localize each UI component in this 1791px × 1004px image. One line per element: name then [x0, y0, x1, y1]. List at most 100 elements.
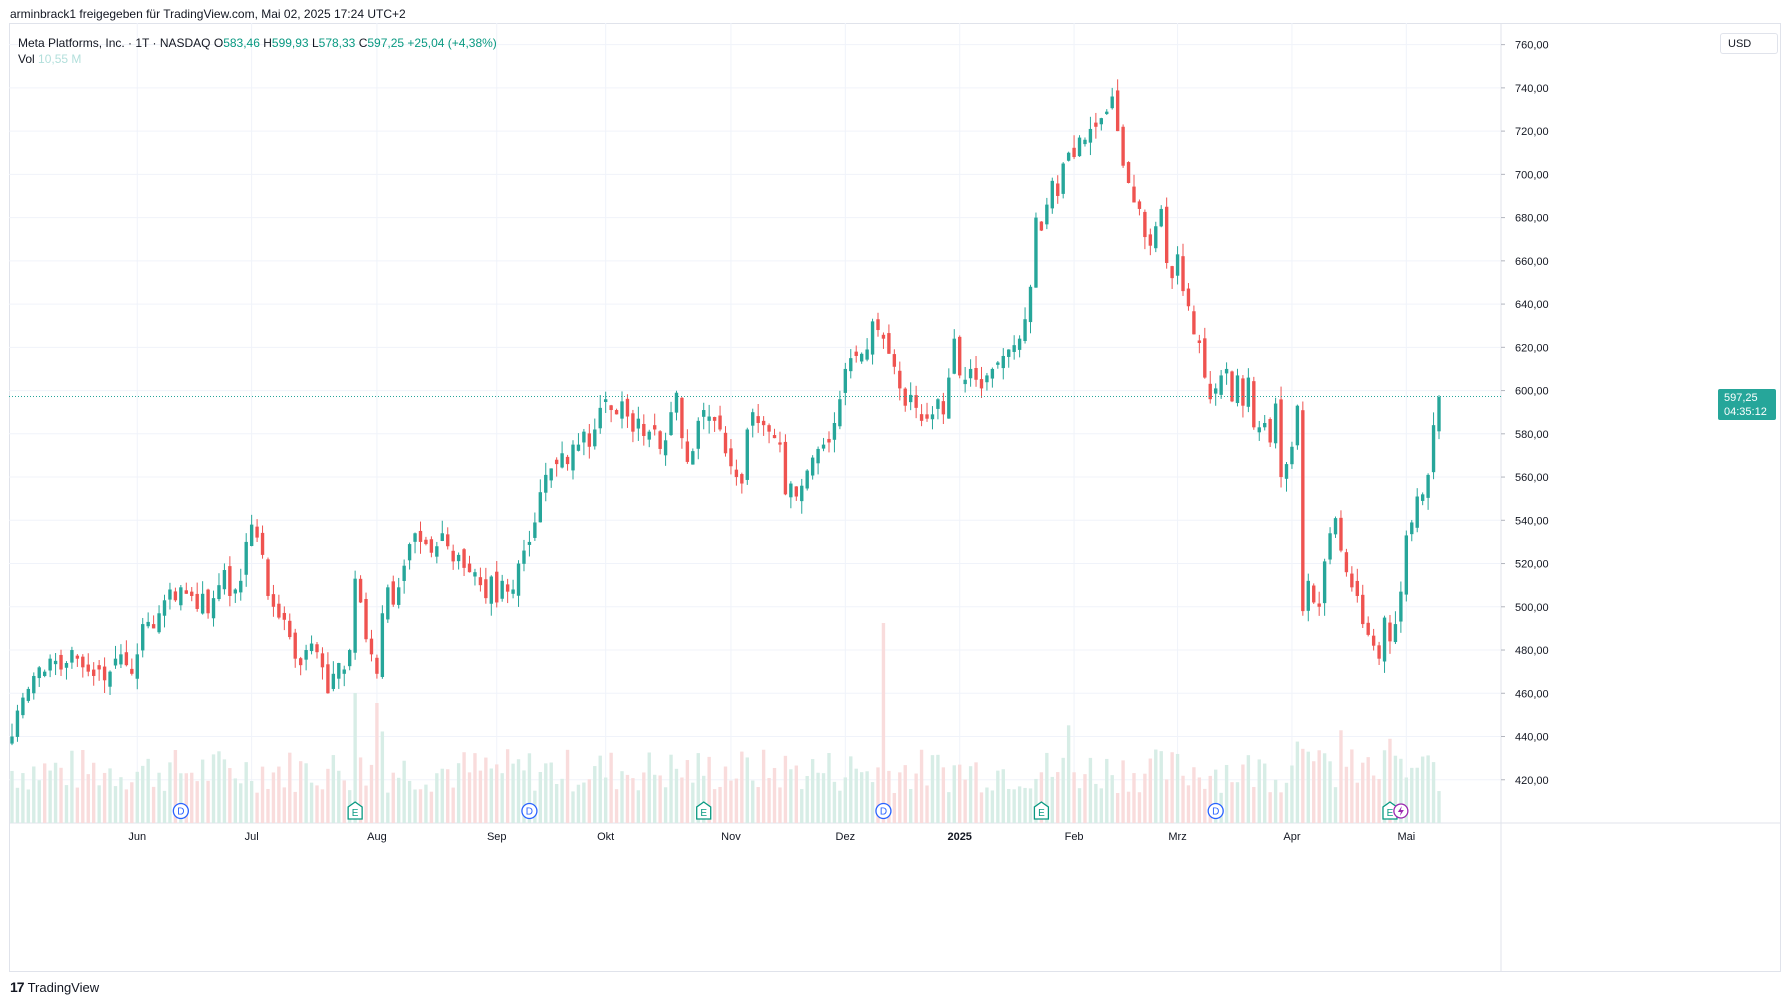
candle-body	[691, 451, 695, 465]
volume-bar	[571, 791, 575, 823]
volume-bar	[1301, 748, 1305, 823]
candle-body	[32, 675, 36, 694]
candle-body	[1333, 518, 1338, 535]
volume-bar	[702, 775, 706, 823]
candle-body	[124, 652, 129, 666]
volume-bar	[1099, 788, 1104, 823]
candle-body	[821, 444, 826, 449]
candle-body	[1115, 90, 1120, 132]
volume-bar	[1072, 772, 1076, 823]
candle-body	[293, 632, 297, 659]
candle-body	[1322, 561, 1327, 604]
volume-bar	[1268, 792, 1272, 823]
volume-bar	[565, 749, 570, 823]
candle-body	[500, 580, 504, 599]
candle-body	[1399, 591, 1403, 622]
candle-body	[1105, 111, 1109, 115]
volume-bar	[527, 753, 532, 823]
volume-bar	[952, 765, 956, 823]
candle-body	[1328, 533, 1332, 560]
candle-body	[898, 370, 902, 389]
x-tick-label: Apr	[1283, 831, 1300, 843]
volume-bar	[1317, 750, 1321, 823]
volume-bar	[1366, 757, 1370, 823]
candle-body	[1377, 645, 1381, 659]
y-tick-label: 540,00	[1515, 515, 1549, 527]
volume-bar	[1094, 783, 1098, 823]
earnings-marker-icon	[347, 801, 363, 820]
volume-bar	[636, 790, 641, 823]
candle-body	[1034, 217, 1038, 288]
volume-bar	[277, 766, 281, 823]
volume-bar	[402, 760, 406, 823]
candle-body	[870, 321, 875, 355]
volume-bar	[647, 752, 651, 823]
candle-body	[173, 591, 178, 601]
candle-body	[358, 578, 363, 603]
volume-bar	[936, 754, 940, 823]
volume-bar	[364, 785, 368, 823]
volume-bar	[1105, 758, 1109, 823]
currency-button[interactable]: USD	[1720, 33, 1778, 54]
volume-bar	[968, 766, 973, 823]
candle-body	[1415, 496, 1419, 528]
candle-body	[1230, 371, 1234, 402]
earnings-marker-icon	[696, 801, 712, 820]
candle-body	[451, 550, 455, 562]
volume-bar	[756, 787, 760, 823]
volume-bar	[168, 762, 172, 823]
footer-branding[interactable]: 17 TradingView	[10, 979, 99, 995]
volume-bar	[707, 756, 711, 823]
candle-body	[838, 399, 842, 427]
candle-body	[1110, 96, 1114, 109]
candle-body	[108, 671, 112, 687]
volume-bar	[102, 772, 107, 823]
candle-body	[603, 399, 608, 403]
candle-body	[1290, 446, 1294, 465]
volume-bar	[538, 771, 543, 823]
volume-bar	[1246, 755, 1251, 823]
candle-body	[424, 539, 428, 545]
candle-body	[816, 448, 820, 464]
volume-bar	[1230, 782, 1234, 823]
earnings-marker-label: E	[352, 808, 359, 819]
volume-bar	[184, 773, 188, 823]
candle-body	[767, 425, 771, 432]
earnings-marker-icon	[1033, 801, 1050, 820]
share-credit: arminbrack1 freigegeben für TradingView.…	[10, 7, 406, 21]
candle-body	[462, 549, 466, 568]
candle-body	[745, 429, 749, 480]
y-tick-label: 640,00	[1515, 299, 1549, 311]
x-tick-label: 2025	[947, 831, 971, 843]
candle-body	[571, 444, 575, 471]
volume-bar	[974, 762, 978, 823]
volume-bar	[1290, 765, 1294, 823]
volume-bar	[1208, 775, 1212, 823]
candle-body	[1420, 494, 1425, 501]
volume-bar	[1371, 775, 1376, 823]
dividend-marker-label: D	[526, 807, 533, 818]
volume-bar	[794, 765, 798, 823]
candle-body	[614, 410, 619, 415]
candle-body	[549, 468, 553, 481]
high-label: H	[263, 36, 272, 50]
volume-bar	[1186, 785, 1191, 823]
price-chart[interactable]: 760,00 740,00 720,00 700,00 680,00 660,00 640,…	[9, 23, 1781, 972]
volume-bar	[800, 789, 804, 823]
candle-body	[685, 441, 690, 462]
candle-body	[484, 579, 488, 599]
candle-body	[1077, 137, 1082, 157]
candle-body	[702, 410, 706, 417]
chart-frame[interactable]: 760,00 740,00 720,00 700,00 680,00 660,00 640,…	[9, 23, 1781, 972]
candle-body	[10, 736, 14, 744]
x-tick-label: Nov	[721, 831, 741, 843]
volume-bar	[1050, 776, 1054, 823]
volume-bar	[511, 763, 515, 823]
candle-body	[674, 392, 679, 413]
candle-body	[930, 414, 935, 420]
volume-bar	[211, 754, 216, 823]
volume-bar	[1312, 761, 1316, 823]
candle-body	[729, 448, 733, 467]
candle-body	[1154, 226, 1158, 249]
volume-bar	[1121, 760, 1125, 823]
